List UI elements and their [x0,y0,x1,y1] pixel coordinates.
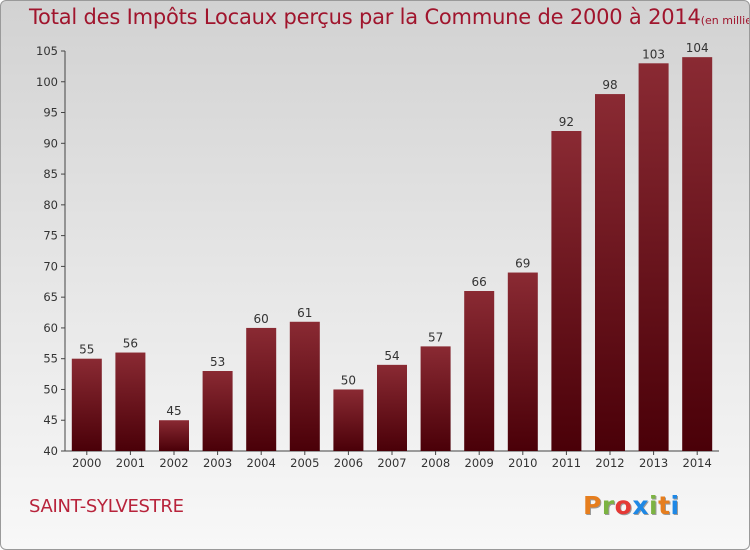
bar-2014 [682,57,713,452]
logo-letter: o [614,491,633,520]
x-tick-label-2000: 2000 [72,456,101,470]
value-label-2005: 61 [297,306,312,320]
value-label-2010: 69 [515,257,530,271]
logo-letter: i [670,491,680,520]
x-tick-label-2014: 2014 [683,456,712,470]
y-tick-label: 65 [43,290,58,304]
chart-title: Total des Impôts Locaux perçus par la Co… [29,5,749,29]
y-tick-label: 60 [43,321,58,335]
value-label-2011: 92 [559,115,574,129]
y-tick-label: 45 [43,413,58,427]
value-label-2013: 103 [642,47,665,61]
y-tick-label: 95 [43,106,58,120]
x-tick-label-2013: 2013 [639,456,668,470]
x-tick-label-2004: 2004 [247,456,276,470]
bar-2006 [333,389,364,451]
y-tick-label: 80 [43,198,58,212]
x-tick-label-2011: 2011 [552,456,581,470]
y-tick-label: 100 [36,75,58,89]
value-label-2004: 60 [254,312,269,326]
value-label-2002: 45 [166,404,181,418]
y-tick-label: 90 [43,136,58,150]
y-tick-label: 40 [43,444,58,458]
bar-2009 [464,291,495,451]
proxiti-logo[interactable]: Proxiti [583,491,680,520]
chart-title-unit: (en milliers d'€) [700,14,749,27]
logo-letter: t [658,491,671,520]
value-label-2006: 50 [341,373,356,387]
bar-2010 [507,272,538,451]
bar-2004 [246,327,277,451]
y-tick-label: 85 [43,167,58,181]
logo-letter: x [632,491,649,520]
bar-2012 [595,94,625,452]
y-tick-label: 75 [43,229,58,243]
bar-2011 [551,131,582,451]
bar-2013 [638,63,669,452]
x-tick-label-2002: 2002 [159,456,188,470]
value-label-2001: 56 [123,337,138,351]
value-label-2000: 55 [79,343,94,357]
value-label-2007: 54 [384,349,399,363]
y-tick-label: 50 [43,382,58,396]
bar-2000 [71,358,102,451]
bar-2003 [202,371,233,451]
x-tick-label-2001: 2001 [116,456,145,470]
bar-2007 [377,364,407,451]
bar-2008 [420,346,451,451]
x-tick-label-2006: 2006 [334,456,363,470]
bar-2002 [159,420,189,451]
value-label-2003: 53 [210,355,225,369]
y-tick-label: 55 [43,352,58,366]
value-label-2008: 57 [428,330,443,344]
x-tick-label-2003: 2003 [203,456,232,470]
x-tick-label-2008: 2008 [421,456,450,470]
logo-letter: i [649,491,659,520]
y-tick-label: 105 [36,44,58,58]
bar-2001 [115,352,146,451]
commune-name: SAINT-SYLVESTRE [29,496,184,517]
x-tick-label-2009: 2009 [465,456,494,470]
value-label-2009: 66 [472,275,487,289]
value-label-2014: 104 [686,41,709,55]
y-tick-label: 70 [43,259,58,273]
value-label-2012: 98 [602,78,617,92]
bar-2005 [289,321,320,451]
logo-letter: r [601,491,615,520]
x-tick-label-2007: 2007 [377,456,406,470]
x-tick-label-2010: 2010 [508,456,537,470]
x-tick-label-2005: 2005 [290,456,319,470]
x-tick-label-2012: 2012 [595,456,624,470]
logo-letter: P [583,491,602,520]
